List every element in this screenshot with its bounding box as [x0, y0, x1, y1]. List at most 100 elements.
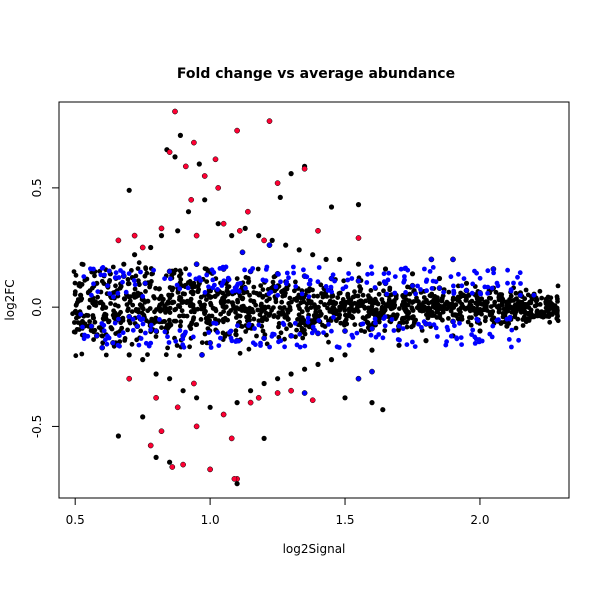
- data-point: [91, 337, 96, 342]
- data-point: [136, 314, 142, 320]
- data-point: [159, 325, 164, 330]
- data-point: [304, 274, 310, 280]
- data-point: [171, 318, 177, 324]
- data-point: [355, 235, 362, 241]
- data-point: [188, 281, 194, 287]
- data-point: [72, 280, 78, 286]
- data-point: [463, 280, 470, 286]
- data-point: [372, 316, 378, 322]
- data-point: [441, 289, 446, 295]
- data-point: [270, 279, 276, 285]
- data-point: [288, 371, 294, 377]
- data-point: [489, 285, 495, 291]
- data-point: [126, 281, 132, 287]
- data-point: [284, 270, 290, 276]
- data-point: [136, 282, 142, 287]
- data-point: [177, 268, 183, 273]
- data-point: [491, 270, 496, 276]
- data-point: [299, 309, 305, 315]
- data-point: [86, 305, 92, 310]
- data-point: [365, 320, 371, 326]
- data-point: [334, 311, 339, 317]
- data-point: [134, 308, 139, 314]
- data-point: [291, 270, 296, 276]
- data-point: [506, 337, 512, 342]
- data-point: [178, 277, 184, 282]
- data-point: [244, 314, 250, 320]
- data-point: [282, 336, 287, 342]
- data-point: [495, 283, 501, 289]
- data-point: [145, 352, 150, 357]
- data-point: [199, 352, 205, 358]
- data-point: [321, 330, 326, 335]
- data-point: [310, 252, 316, 258]
- data-point: [449, 301, 455, 307]
- data-point: [136, 278, 141, 284]
- data-point: [180, 291, 186, 297]
- data-point: [352, 293, 358, 299]
- data-point: [291, 264, 296, 270]
- data-point: [233, 309, 238, 315]
- data-point: [498, 321, 504, 326]
- data-point: [122, 338, 128, 343]
- data-point: [539, 295, 545, 301]
- data-point: [490, 323, 496, 329]
- data-point: [112, 320, 118, 326]
- data-point: [459, 283, 465, 289]
- data-point: [457, 294, 463, 300]
- data-point: [145, 298, 151, 304]
- data-point: [77, 283, 83, 289]
- data-point: [248, 309, 253, 314]
- data-point: [149, 316, 155, 322]
- data-point: [226, 299, 231, 304]
- data-point: [446, 301, 452, 307]
- data-point: [364, 280, 370, 285]
- data-point: [274, 180, 281, 186]
- data-point: [170, 285, 176, 291]
- data-point: [318, 282, 324, 288]
- data-point: [180, 336, 186, 342]
- data-point: [465, 319, 471, 325]
- data-point: [328, 204, 335, 210]
- data-point: [517, 292, 524, 299]
- data-point: [135, 266, 141, 271]
- data-point: [461, 276, 467, 281]
- data-point: [202, 290, 208, 295]
- data-point: [368, 332, 374, 338]
- data-point: [246, 321, 252, 327]
- data-point: [102, 272, 107, 278]
- data-point: [100, 340, 106, 346]
- data-point: [288, 171, 294, 177]
- data-point: [455, 283, 461, 289]
- data-point: [310, 287, 315, 293]
- data-point: [517, 304, 523, 309]
- data-point: [140, 414, 146, 420]
- data-point: [430, 278, 436, 284]
- data-point: [257, 292, 263, 298]
- data-point: [82, 277, 88, 283]
- data-point: [108, 301, 113, 306]
- data-point: [294, 327, 299, 333]
- data-point: [340, 297, 346, 302]
- data-point: [419, 302, 424, 308]
- data-point: [131, 232, 138, 239]
- data-point: [360, 315, 366, 321]
- data-point: [381, 279, 387, 285]
- data-point: [234, 276, 240, 281]
- data-point: [153, 454, 159, 460]
- data-point: [346, 342, 352, 348]
- data-point: [329, 328, 334, 334]
- data-point: [305, 315, 311, 321]
- data-point: [275, 314, 281, 320]
- data-point: [278, 330, 284, 336]
- data-point: [342, 328, 348, 334]
- data-point: [369, 347, 375, 353]
- data-point: [184, 299, 190, 305]
- data-point: [115, 237, 122, 244]
- data-point: [397, 306, 402, 311]
- data-point: [148, 244, 154, 251]
- data-point: [139, 310, 145, 316]
- y-tick-label: 0.0: [30, 298, 44, 317]
- data-point: [115, 433, 121, 439]
- data-point: [393, 295, 399, 301]
